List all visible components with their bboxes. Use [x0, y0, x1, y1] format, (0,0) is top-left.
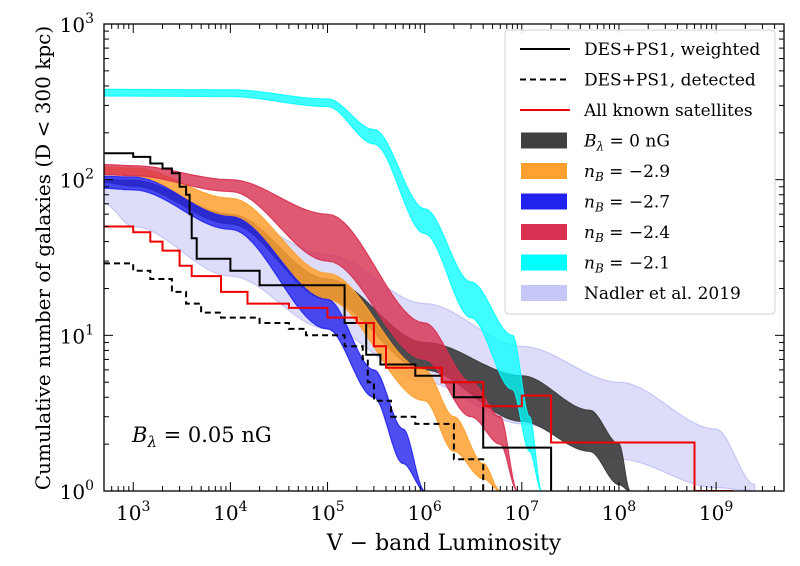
legend-item-all-known-satellites: All known satellites: [520, 101, 753, 121]
legend-swatch: [521, 163, 567, 179]
x-tick-label: 108: [602, 499, 636, 525]
legend-item-des-ps1-detected: DES+PS1, detected: [520, 71, 756, 91]
x-tick-label: 104: [213, 499, 247, 525]
line-all-known-satellites: [104, 225, 734, 491]
x-tick-label: 107: [505, 499, 539, 525]
legend-label: All known satellites: [583, 101, 753, 121]
lines-layer: [104, 152, 734, 491]
y-axis-label: Cumulative number of galaxies (D < 300 k…: [31, 26, 55, 490]
x-tick-label: 109: [699, 499, 733, 525]
legend-label: nB = −2.9: [584, 162, 670, 184]
legend-item-b-0-ng: Bλ = 0 nG: [521, 132, 670, 154]
x-tick-label: 105: [310, 499, 344, 525]
ticks-layer: [103, 24, 785, 492]
legend-frame: [504, 29, 776, 315]
x-axis-label: V − band Luminosity: [326, 531, 562, 556]
y-tick-label: 101: [60, 322, 94, 348]
legend-item-nb-2-1: nB = −2.1: [521, 254, 670, 276]
y-tick-label: 102: [60, 167, 94, 193]
legend-label: Bλ = 0 nG: [583, 132, 670, 154]
annotation-text: Bλ = 0.05 nG: [131, 423, 272, 451]
legend-swatch: [521, 254, 567, 271]
legend-label: nB = −2.7: [584, 193, 670, 215]
y-tick-label: 103: [60, 11, 94, 37]
legend-item-nadler-et-al-2019: Nadler et al. 2019: [521, 284, 741, 304]
legend-swatch: [521, 193, 567, 210]
x-tick-label: 103: [116, 499, 150, 525]
legend-swatch: [521, 224, 567, 240]
legend-item-des-ps1-weighted: DES+PS1, weighted: [520, 40, 760, 60]
legend-label: nB = −2.1: [584, 254, 670, 276]
y-tick-label: 100: [60, 478, 94, 504]
legend-label: DES+PS1, weighted: [584, 40, 760, 60]
tick-labels: 103 104 105 106 107 108 109 100 101 102 103: [60, 11, 734, 525]
legend-label: DES+PS1, detected: [584, 71, 756, 91]
legend-label: nB = −2.4: [584, 223, 670, 245]
annotation: Bλ = 0.05 nG: [131, 423, 272, 451]
legend-swatch: [521, 285, 567, 301]
plot-frame: [103, 23, 785, 492]
legend-swatch: [521, 132, 567, 149]
line-des-ps1-detected: [104, 262, 485, 491]
legend-item-nb-2-4: nB = −2.4: [521, 223, 670, 245]
legend-item-nb-2-9: nB = −2.9: [521, 162, 670, 184]
x-tick-label: 106: [407, 499, 441, 525]
legend-item-nb-2-7: nB = −2.7: [521, 193, 670, 215]
legend: DES+PS1, weighted DES+PS1, detected All kn…: [504, 29, 776, 315]
legend-label: Nadler et al. 2019: [584, 284, 741, 304]
